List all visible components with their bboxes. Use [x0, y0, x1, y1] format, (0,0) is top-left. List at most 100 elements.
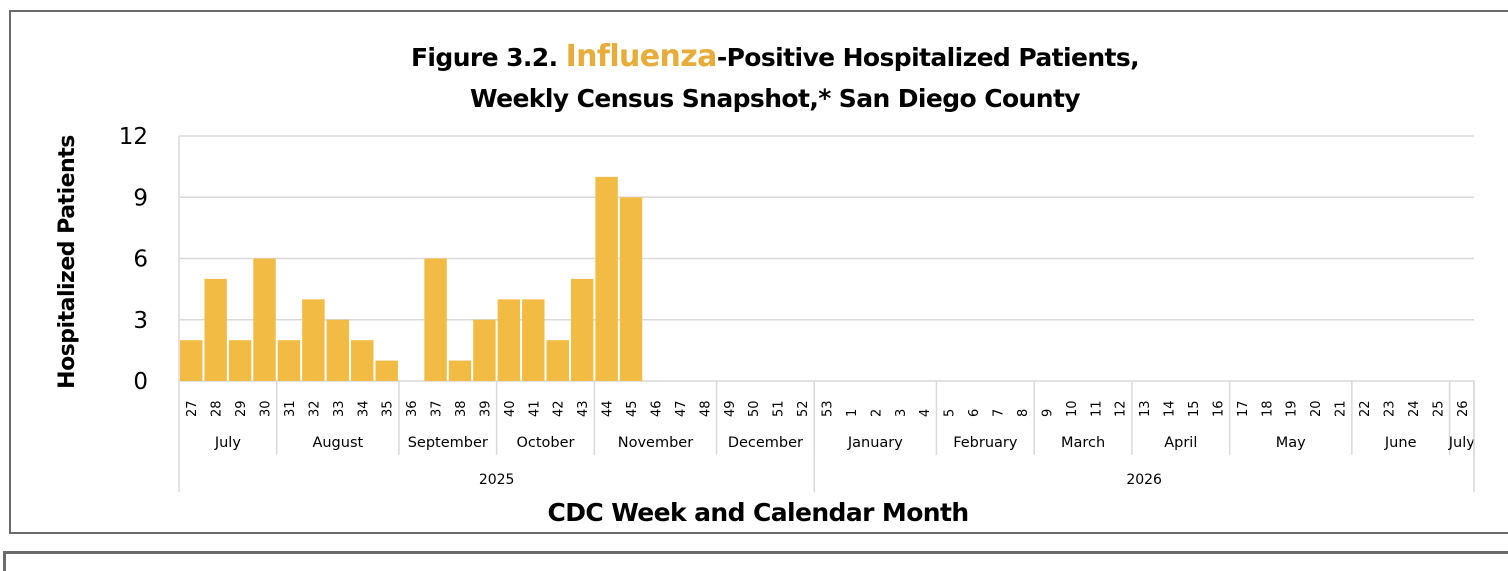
bar — [424, 258, 447, 381]
week-tick-label: 5 — [943, 409, 958, 417]
week-tick-label: 23 — [1382, 400, 1397, 417]
y-axis-label: Hospitalized Patients — [55, 135, 80, 389]
gridlines — [178, 135, 1474, 382]
week-tick-label: 25 — [1431, 400, 1446, 417]
month-label: July — [214, 435, 241, 451]
bar — [277, 340, 301, 381]
week-tick-label: 6 — [967, 409, 982, 417]
month-label: October — [516, 435, 574, 451]
bar — [228, 340, 252, 381]
week-tick-label: 15 — [1187, 400, 1202, 417]
bar — [473, 319, 496, 381]
month-label: February — [953, 435, 1018, 451]
week-tick-label: 11 — [1089, 400, 1104, 417]
week-tick-label: 44 — [601, 400, 616, 417]
week-tick-label: 29 — [234, 400, 249, 417]
bar — [448, 360, 472, 381]
y-tick-label: 0 — [133, 369, 148, 395]
y-tick-label: 9 — [133, 185, 148, 211]
week-tick-label: 31 — [283, 400, 298, 417]
week-tick-label: 37 — [430, 400, 445, 417]
bars — [180, 176, 643, 381]
week-tick-label: 43 — [576, 400, 591, 417]
week-tick-label: 40 — [503, 400, 518, 417]
week-tick-label: 27 — [185, 400, 200, 417]
bar — [546, 340, 569, 381]
week-tick-label: 51 — [772, 400, 787, 417]
week-tick-label: 52 — [796, 400, 811, 417]
bar — [302, 299, 325, 381]
week-tick-label: 2 — [869, 409, 884, 417]
bar — [253, 258, 276, 381]
bar — [180, 340, 203, 381]
week-tick-label: 20 — [1309, 400, 1324, 417]
bar — [570, 278, 594, 381]
bar — [326, 319, 350, 381]
y-tick-label: 12 — [119, 124, 148, 150]
bar — [497, 299, 521, 381]
week-tick-label: 10 — [1065, 400, 1080, 417]
month-label: April — [1164, 435, 1197, 451]
year-label: 2025 — [479, 472, 515, 488]
bar — [522, 299, 545, 381]
week-tick-label: 33 — [332, 400, 347, 417]
week-tick-label: 32 — [307, 400, 322, 417]
week-tick-label: 38 — [454, 400, 469, 417]
week-tick-label: 8 — [1016, 409, 1031, 417]
week-tick-label: 34 — [356, 400, 371, 417]
week-tick-label: 16 — [1211, 400, 1226, 417]
month-label: January — [847, 435, 903, 451]
title-suffix: -Positive Hospitalized Patients, — [717, 43, 1139, 72]
month-label: September — [408, 435, 488, 451]
x-axis: 27 28 29 30 31 32 33 34 35 36 37 38 39 40 41 42 43 44 45 46… — [178, 381, 1475, 492]
title-prefix: Figure 3.2. — [411, 43, 566, 72]
month-label: May — [1276, 435, 1306, 451]
week-tick-label: 39 — [478, 400, 493, 417]
week-tick-label: 30 — [259, 400, 274, 417]
bar — [595, 176, 618, 381]
week-tick-label: 28 — [210, 400, 225, 417]
x-axis-label: CDC Week and Calendar Month — [547, 498, 968, 527]
week-tick-label: 9 — [1040, 409, 1055, 417]
bar — [375, 360, 398, 381]
month-label: November — [618, 435, 693, 451]
title-highlight: Influenza — [566, 39, 717, 74]
y-tick-labels: 0 3 6 9 12 — [119, 124, 148, 395]
influenza-bar-chart: Figure 3.2. Influenza-Positive Hospitali… — [55, 39, 1475, 527]
chart-title-line2: Weekly Census Snapshot,* San Diego Count… — [470, 84, 1080, 113]
week-tick-label: 46 — [649, 400, 664, 417]
week-tick-label: 19 — [1285, 400, 1300, 417]
week-tick-label: 35 — [381, 400, 396, 417]
bar — [351, 340, 374, 381]
chart-title-line1: Figure 3.2. Influenza-Positive Hospitali… — [411, 39, 1139, 74]
month-label: December — [728, 435, 803, 451]
y-tick-label: 6 — [133, 247, 148, 273]
week-tick-label: 4 — [918, 409, 933, 417]
week-tick-label: 26 — [1456, 400, 1471, 417]
month-label: July — [1448, 435, 1475, 451]
week-tick-label: 47 — [674, 400, 689, 417]
week-tick-label: 42 — [552, 400, 567, 417]
week-tick-label: 18 — [1260, 400, 1275, 417]
week-tick-label: 50 — [747, 400, 762, 417]
week-tick-label: 41 — [527, 400, 542, 417]
week-tick-label: 49 — [723, 400, 738, 417]
week-tick-label: 17 — [1236, 400, 1251, 417]
week-tick-label: 12 — [1114, 400, 1129, 417]
week-tick-label: 53 — [821, 400, 836, 417]
week-tick-label: 7 — [992, 409, 1007, 417]
week-tick-label: 14 — [1163, 400, 1178, 417]
week-tick-label: 13 — [1138, 400, 1153, 417]
week-tick-label: 45 — [625, 400, 640, 417]
month-label: June — [1384, 435, 1417, 451]
week-tick-label: 3 — [894, 409, 909, 417]
week-tick-label: 36 — [405, 400, 420, 417]
week-tick-label: 24 — [1407, 400, 1422, 417]
year-label: 2026 — [1126, 472, 1162, 488]
week-tick-label: 22 — [1358, 400, 1373, 417]
bar — [619, 197, 643, 381]
week-tick-label: 48 — [698, 400, 713, 417]
month-label: August — [312, 435, 363, 451]
y-tick-label: 3 — [133, 308, 148, 334]
month-label: March — [1061, 435, 1105, 451]
